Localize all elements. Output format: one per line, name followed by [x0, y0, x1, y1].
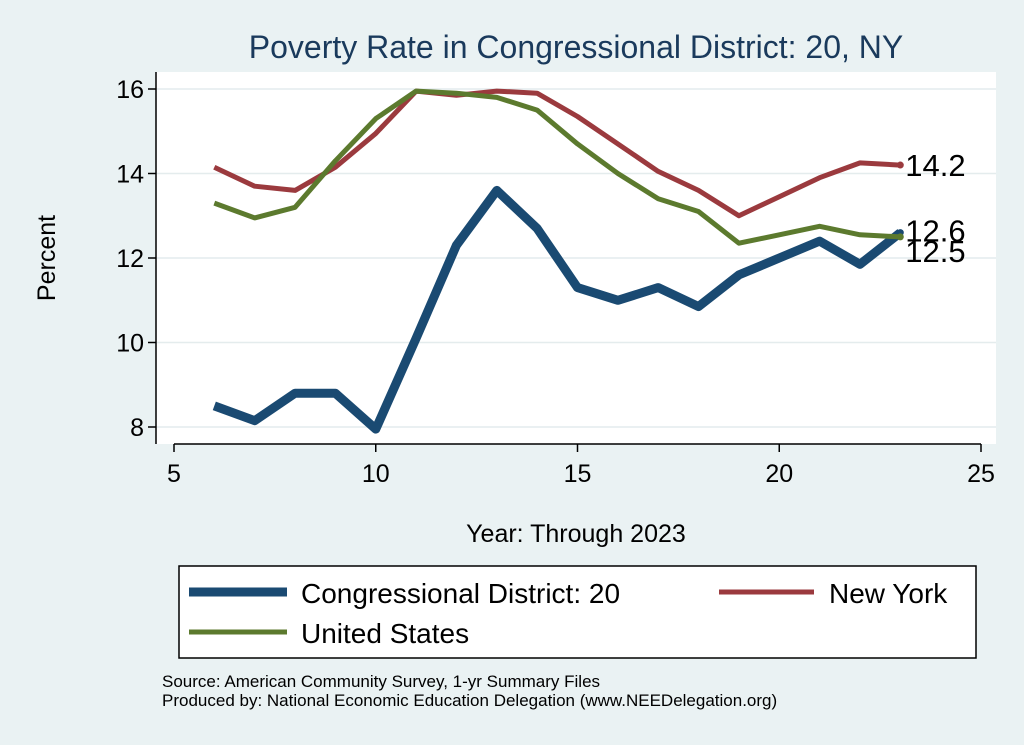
x-tick-label: 5	[167, 460, 181, 488]
x-tick-label: 15	[564, 460, 592, 488]
y-tick-label: 8	[130, 414, 144, 442]
end-labels: 12.6 14.2 12.5	[905, 148, 965, 269]
y-axis-label: Percent	[33, 215, 61, 301]
y-tick-label: 10	[116, 330, 144, 358]
end-label: 14.2	[905, 148, 965, 183]
y-tick-label: 12	[116, 245, 144, 273]
legend: Congressional District: 20 New York United…	[178, 565, 977, 659]
legend-label: Congressional District: 20	[301, 578, 620, 609]
y-tick-label: 14	[116, 161, 144, 189]
x-tick-label: 25	[967, 460, 995, 488]
produced-by-text: Produced by: National Economic Education…	[162, 691, 778, 710]
source-text: Source: American Community Survey, 1-yr …	[162, 672, 601, 691]
series-end-marker	[896, 233, 904, 241]
series-end-marker	[896, 161, 904, 169]
legend-label: United States	[301, 618, 469, 649]
legend-box	[178, 565, 977, 659]
series-line-united-states	[213, 88, 901, 246]
end-label: 12.6	[905, 214, 965, 249]
y-tick-label: 16	[116, 76, 144, 104]
series-group	[212, 88, 904, 434]
x-axis-label: Year: Through 2023	[466, 520, 686, 548]
series-line-congressional-district-20	[212, 185, 904, 434]
x-tick-label: 20	[765, 460, 793, 488]
x-tick-label: 10	[362, 460, 390, 488]
end-label: 12.5	[905, 234, 965, 269]
chart-title: Poverty Rate in Congressional District: …	[249, 29, 903, 65]
axes: 8 10 12 14 16 5 10 15 20 25	[116, 72, 995, 488]
legend-label: New York	[829, 578, 948, 609]
source-notes: Source: American Community Survey, 1-yr …	[162, 672, 777, 710]
